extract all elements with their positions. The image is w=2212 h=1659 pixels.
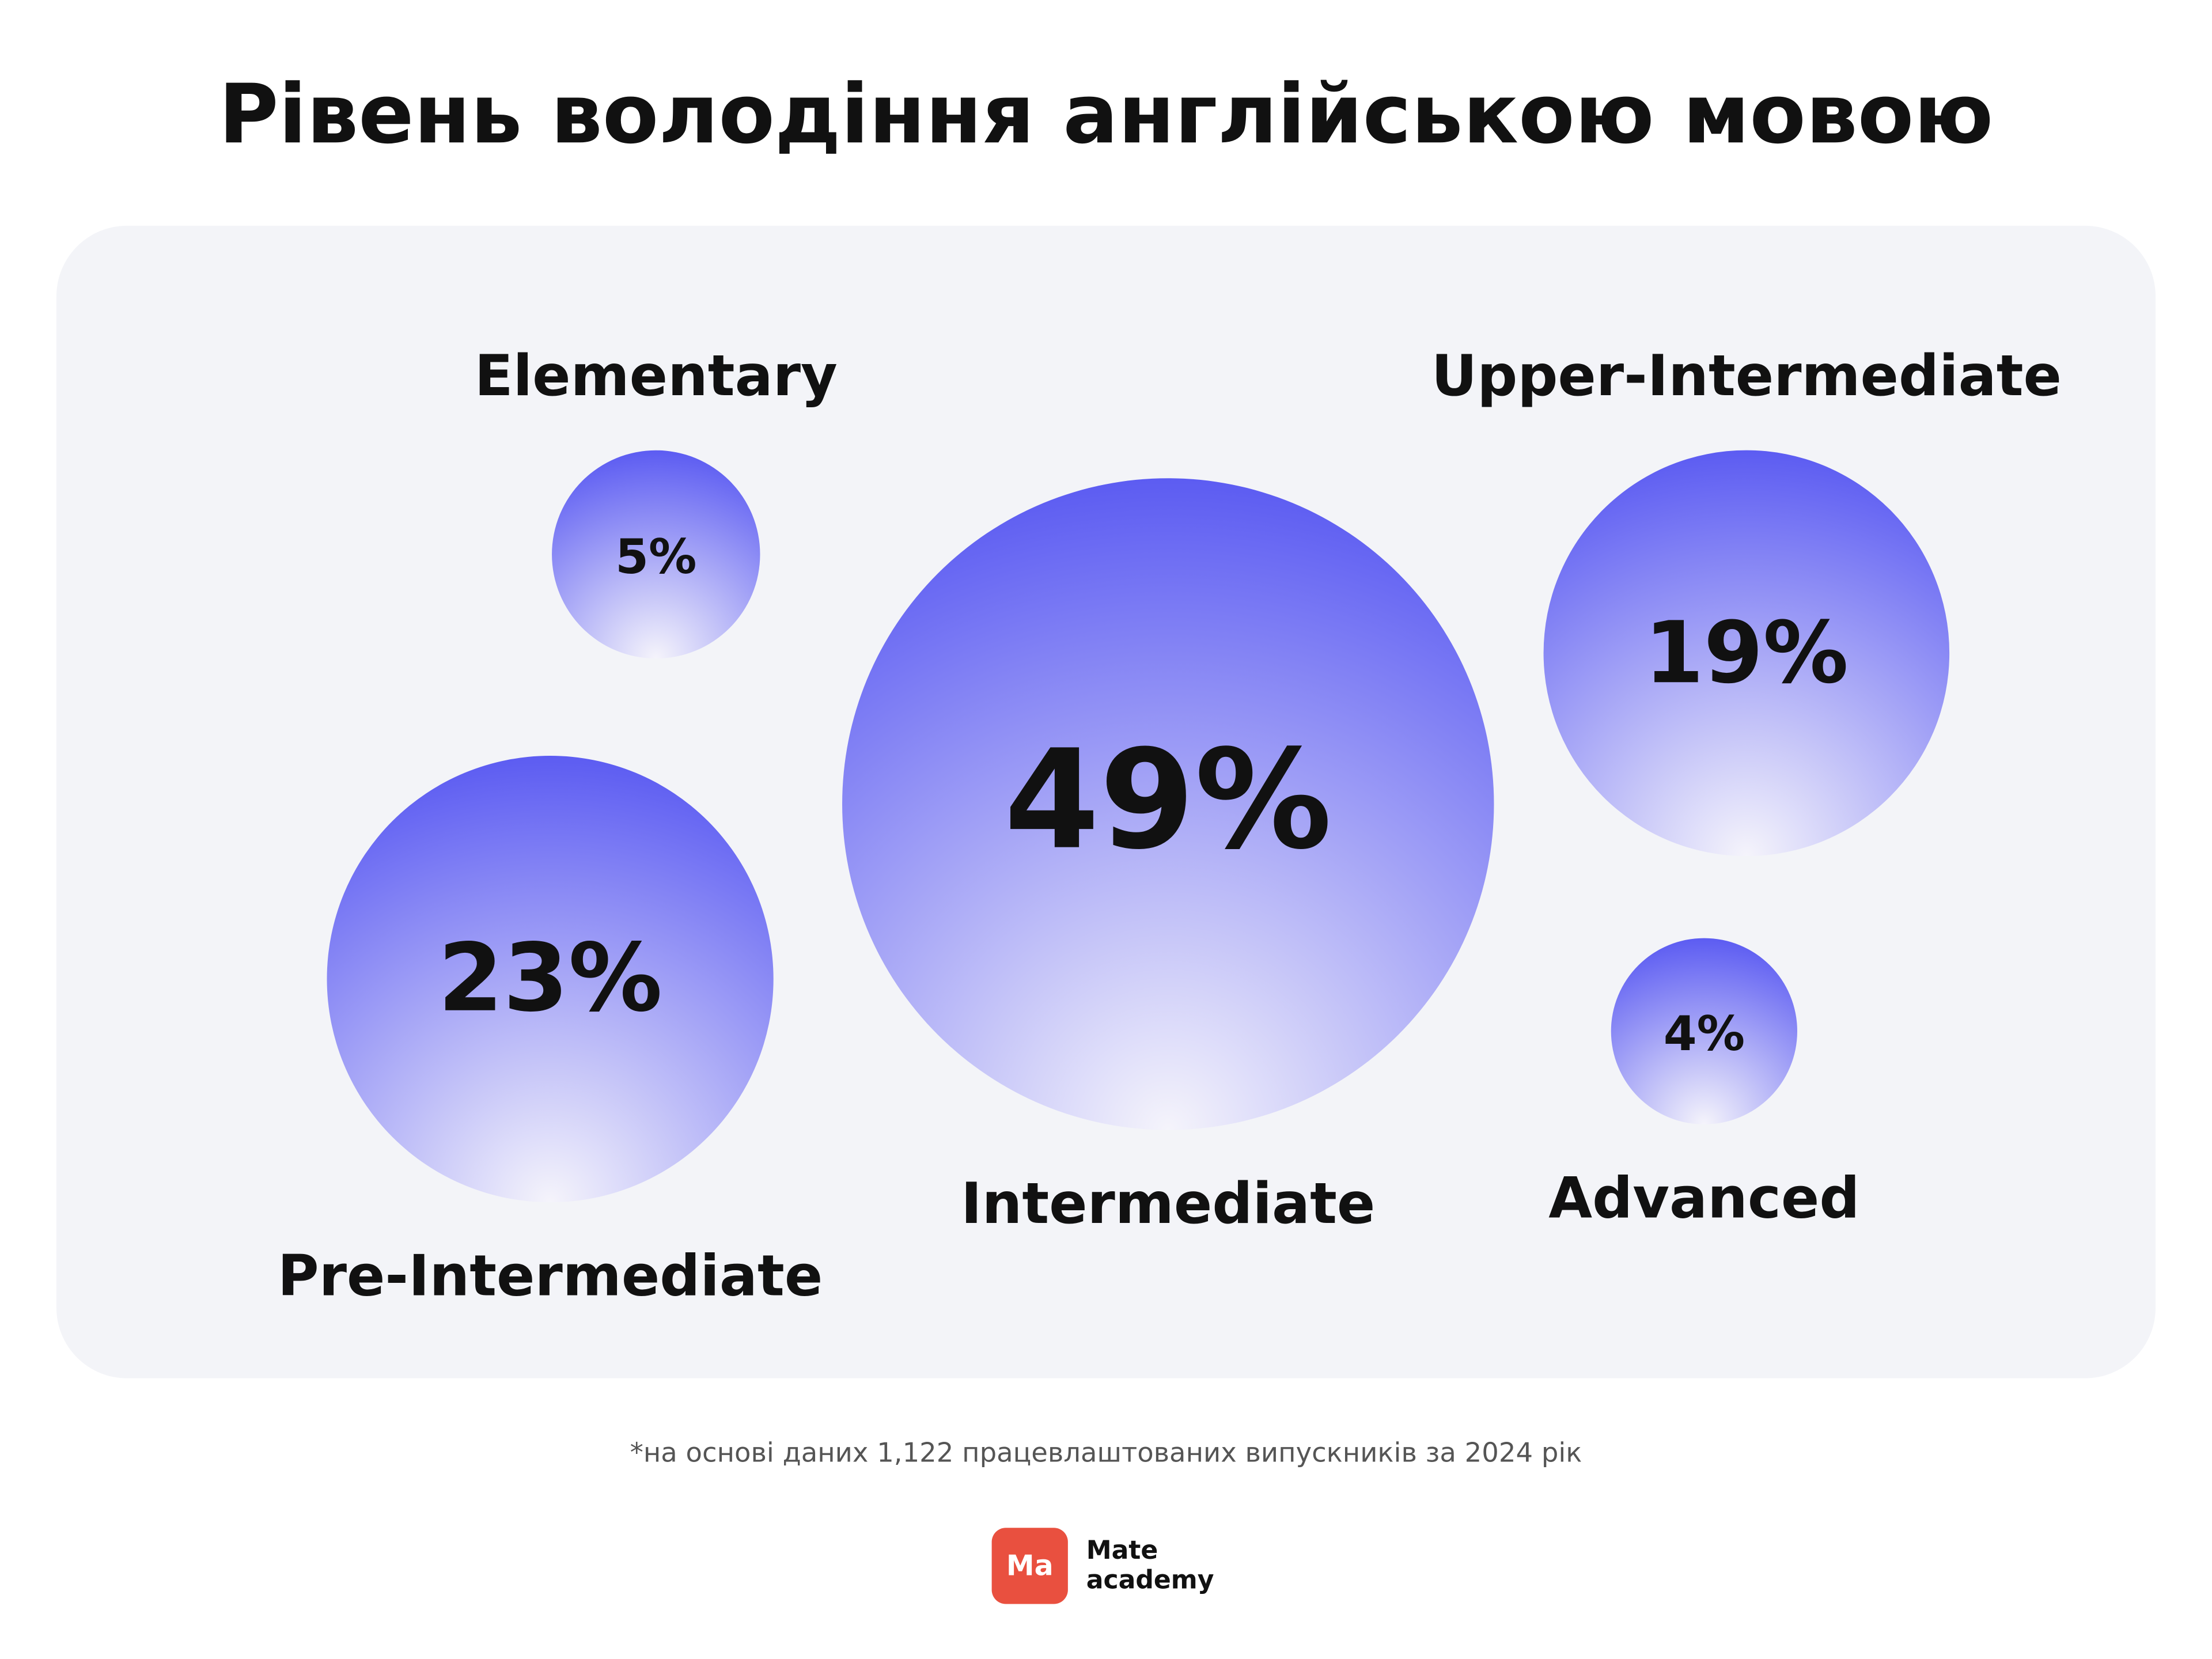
bubble xyxy=(842,478,1494,1130)
bubble xyxy=(327,756,774,1203)
category-label: Intermediate xyxy=(961,1171,1375,1237)
category-label: Pre-Intermediate xyxy=(278,1244,823,1309)
category-label: Advanced xyxy=(1548,1165,1859,1231)
chart-title: Рівень володіння англійською мовою xyxy=(219,67,1994,162)
bubble xyxy=(1543,450,1950,857)
value-label: 4% xyxy=(1664,1006,1745,1062)
logo-text: academy xyxy=(1086,1565,1214,1594)
value-label: 5% xyxy=(615,529,696,585)
logo-mark xyxy=(991,1528,1068,1604)
category-label: Upper-Intermediate xyxy=(1431,343,2062,409)
footnote: *на основі даних 1,122 працевлаштованих … xyxy=(630,1437,1582,1468)
category-label: Elementary xyxy=(475,343,838,409)
logo-mark-text: Ma xyxy=(1006,1549,1054,1582)
bubble xyxy=(552,450,760,659)
value-label: 19% xyxy=(1645,603,1849,702)
logo-text: Mate xyxy=(1086,1536,1158,1565)
bubble xyxy=(1611,938,1797,1124)
value-label: 49% xyxy=(1004,721,1332,880)
value-label: 23% xyxy=(438,924,662,1033)
